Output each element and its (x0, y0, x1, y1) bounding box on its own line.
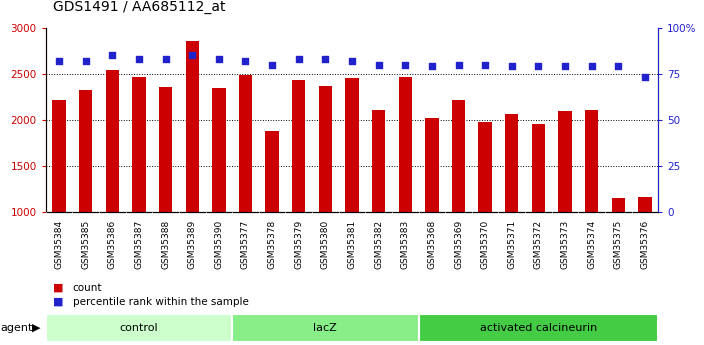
Text: GSM35378: GSM35378 (268, 220, 277, 269)
Bar (212, 88, 225, 212)
Bar (532, 124, 545, 212)
Bar (639, 197, 652, 212)
Text: GSM35379: GSM35379 (294, 220, 303, 269)
Bar (505, 114, 518, 212)
Point (240, 58, 251, 63)
Bar (585, 110, 598, 212)
Bar (398, 77, 412, 212)
Text: GSM35371: GSM35371 (508, 220, 516, 269)
Point (160, 56, 171, 62)
Text: GSM35388: GSM35388 (161, 220, 170, 269)
Text: count: count (73, 283, 102, 293)
Text: GSM35384: GSM35384 (55, 220, 63, 269)
Text: control: control (120, 323, 158, 333)
Point (267, 62, 278, 67)
Point (133, 56, 144, 62)
Bar (159, 87, 172, 212)
Text: percentile rank within the sample: percentile rank within the sample (73, 297, 249, 307)
Text: GSM35381: GSM35381 (348, 220, 356, 269)
Point (293, 56, 304, 62)
Point (346, 58, 358, 63)
Point (586, 63, 597, 69)
Point (107, 52, 118, 58)
Bar (479, 122, 492, 212)
Text: GSM35382: GSM35382 (374, 220, 383, 269)
Text: GSM35390: GSM35390 (214, 220, 223, 269)
Bar (612, 198, 625, 212)
Bar (79, 90, 92, 212)
Text: GSM35374: GSM35374 (587, 220, 596, 269)
Point (560, 63, 571, 69)
Point (612, 63, 624, 69)
Text: GSM35368: GSM35368 (427, 220, 436, 269)
Text: activated calcineurin: activated calcineurin (480, 323, 597, 333)
Bar (372, 110, 385, 212)
Bar (425, 118, 439, 212)
Point (426, 63, 437, 69)
Text: GSM35385: GSM35385 (81, 220, 90, 269)
Bar (319, 86, 332, 212)
Point (320, 56, 331, 62)
Text: lacZ: lacZ (313, 323, 337, 333)
Text: GSM35376: GSM35376 (641, 220, 649, 269)
Text: ■: ■ (53, 283, 63, 293)
FancyBboxPatch shape (232, 314, 419, 342)
Bar (52, 100, 65, 212)
Bar (132, 77, 146, 212)
Point (80, 58, 92, 63)
Text: GSM35372: GSM35372 (534, 220, 543, 269)
Point (400, 62, 411, 67)
Bar (558, 111, 572, 212)
Text: GSM35377: GSM35377 (241, 220, 250, 269)
FancyBboxPatch shape (46, 314, 232, 342)
Point (187, 52, 198, 58)
Point (453, 62, 464, 67)
Bar (239, 75, 252, 212)
Text: GSM35370: GSM35370 (481, 220, 490, 269)
Bar (106, 70, 119, 212)
Bar (452, 100, 465, 212)
Bar (346, 78, 358, 212)
Point (54, 58, 65, 63)
Point (213, 56, 225, 62)
Point (533, 63, 544, 69)
FancyBboxPatch shape (419, 314, 658, 342)
Bar (265, 131, 279, 212)
Point (506, 63, 517, 69)
Text: GSM35375: GSM35375 (614, 220, 623, 269)
Text: agent: agent (1, 323, 33, 333)
Text: GDS1491 / AA685112_at: GDS1491 / AA685112_at (53, 0, 225, 14)
Text: GSM35387: GSM35387 (134, 220, 144, 269)
Bar (186, 40, 199, 212)
Text: GSM35373: GSM35373 (560, 220, 570, 269)
Text: GSM35369: GSM35369 (454, 220, 463, 269)
Text: GSM35389: GSM35389 (188, 220, 196, 269)
Text: GSM35383: GSM35383 (401, 220, 410, 269)
Text: GSM35386: GSM35386 (108, 220, 117, 269)
Point (373, 62, 384, 67)
Text: GSM35380: GSM35380 (321, 220, 330, 269)
Point (639, 75, 650, 80)
Text: ▶: ▶ (32, 323, 40, 333)
Text: ■: ■ (53, 297, 63, 307)
Bar (292, 80, 306, 212)
Point (479, 62, 491, 67)
